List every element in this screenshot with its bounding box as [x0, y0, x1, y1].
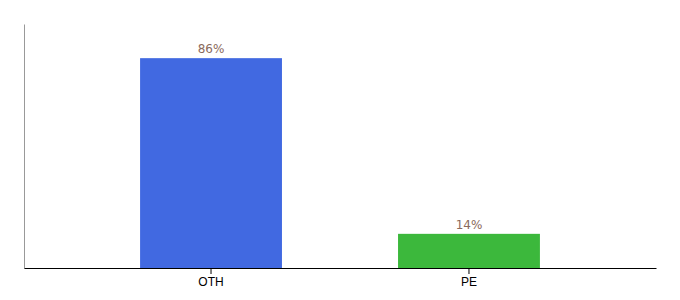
y-axis-line	[24, 25, 25, 269]
bar	[140, 58, 282, 268]
bars	[140, 58, 540, 268]
x-axis: OTH PE	[25, 268, 657, 289]
x-tick-label: OTH	[198, 275, 223, 289]
x-axis-line	[25, 268, 657, 269]
plot: OTH PE 86% 14%	[25, 25, 657, 289]
x-tick-mark	[211, 268, 212, 274]
data-labels: 86% 14%	[198, 42, 483, 232]
x-tick-label: PE	[461, 275, 477, 289]
x-tick-mark	[468, 268, 469, 274]
chart: OTH PE 86% 14%	[0, 0, 680, 300]
x-tick: PE	[461, 268, 477, 289]
data-label: 14%	[456, 218, 483, 232]
data-label: 86%	[198, 42, 225, 56]
bar	[398, 234, 540, 268]
y-axis	[24, 25, 25, 269]
x-tick: OTH	[198, 268, 223, 289]
